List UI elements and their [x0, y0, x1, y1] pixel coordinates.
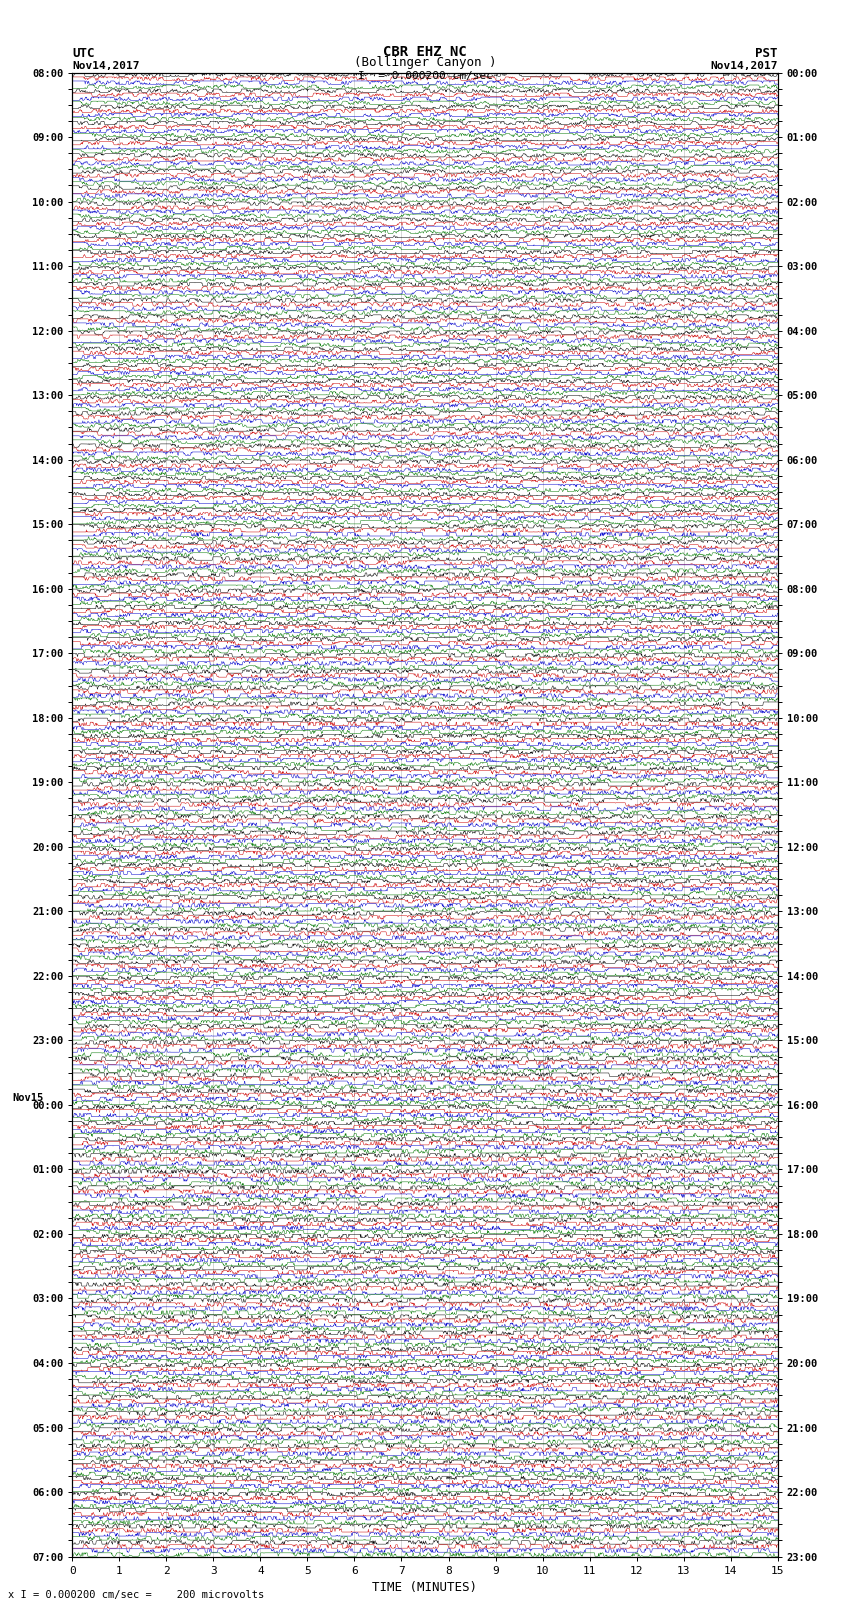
Text: (Bollinger Canyon ): (Bollinger Canyon ) — [354, 56, 496, 69]
Text: PST: PST — [756, 47, 778, 60]
Text: I  = 0.000200 cm/sec: I = 0.000200 cm/sec — [358, 71, 492, 81]
Text: Nov14,2017: Nov14,2017 — [711, 61, 778, 71]
Text: CBR EHZ NC: CBR EHZ NC — [383, 45, 467, 58]
Text: Nov15: Nov15 — [13, 1094, 44, 1103]
Text: UTC: UTC — [72, 47, 94, 60]
Text: x I = 0.000200 cm/sec =    200 microvolts: x I = 0.000200 cm/sec = 200 microvolts — [8, 1590, 264, 1600]
X-axis label: TIME (MINUTES): TIME (MINUTES) — [372, 1581, 478, 1594]
Text: Nov14,2017: Nov14,2017 — [72, 61, 139, 71]
